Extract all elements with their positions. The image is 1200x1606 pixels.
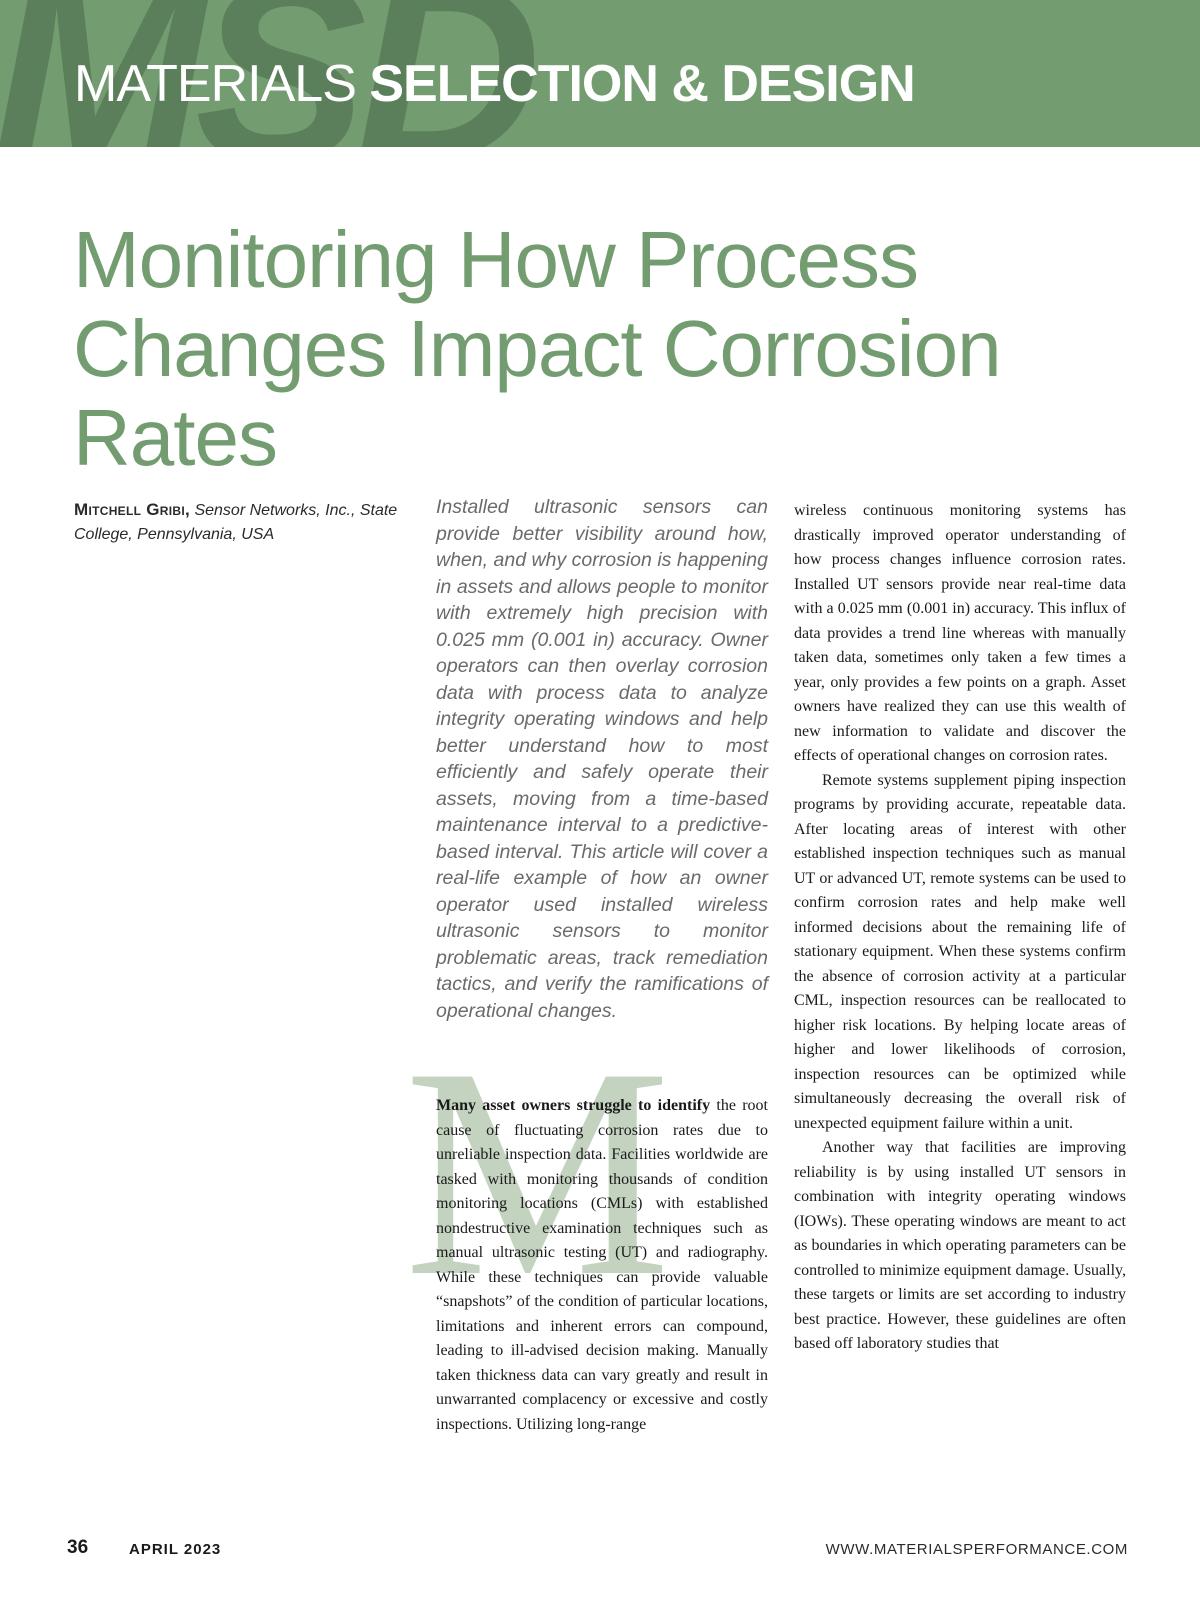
- body-paragraph: Remote systems supplement piping inspect…: [794, 771, 1126, 1132]
- author-affiliation: Sensor Networks, Inc., State College, Pe…: [74, 502, 398, 543]
- issue-date: APRIL 2023: [129, 1541, 222, 1558]
- paragraph-text: the root cause of fluctuating corrosion …: [436, 1097, 768, 1433]
- body-paragraph: Another way that facilities are improvin…: [794, 1139, 1126, 1352]
- section-banner: MSD MATERIALS SELECTION & DESIGN: [0, 0, 1200, 147]
- website-link[interactable]: WWW.MATERIALSPERFORMANCE.COM: [825, 1541, 1128, 1558]
- section-title-bold: SELECTION & DESIGN: [369, 55, 915, 113]
- body-paragraph: Many asset owners struggle to identify t…: [436, 1094, 768, 1437]
- body-column-right: wireless continuous monitoring systems h…: [794, 499, 1126, 1357]
- body-paragraph-continued: wireless continuous monitoring systems h…: [794, 502, 1126, 764]
- section-title: MATERIALS SELECTION & DESIGN: [74, 54, 916, 114]
- section-title-light: MATERIALS: [74, 55, 370, 113]
- author-name: Mitchell Gribi,: [74, 500, 190, 519]
- byline: Mitchell Gribi, Sensor Networks, Inc., S…: [74, 498, 404, 547]
- body-column-middle: Many asset owners struggle to identify t…: [436, 1094, 768, 1437]
- drop-cap: M: [404, 1006, 671, 1338]
- article-title: Monitoring How Process Changes Impact Co…: [73, 215, 1002, 482]
- abstract: Installed ultrasonic sensors can provide…: [436, 496, 768, 1022]
- lead-in: Many asset owners struggle to identify: [436, 1097, 711, 1114]
- page-number: 36: [67, 1537, 89, 1558]
- banner-watermark: MSD: [0, 0, 541, 147]
